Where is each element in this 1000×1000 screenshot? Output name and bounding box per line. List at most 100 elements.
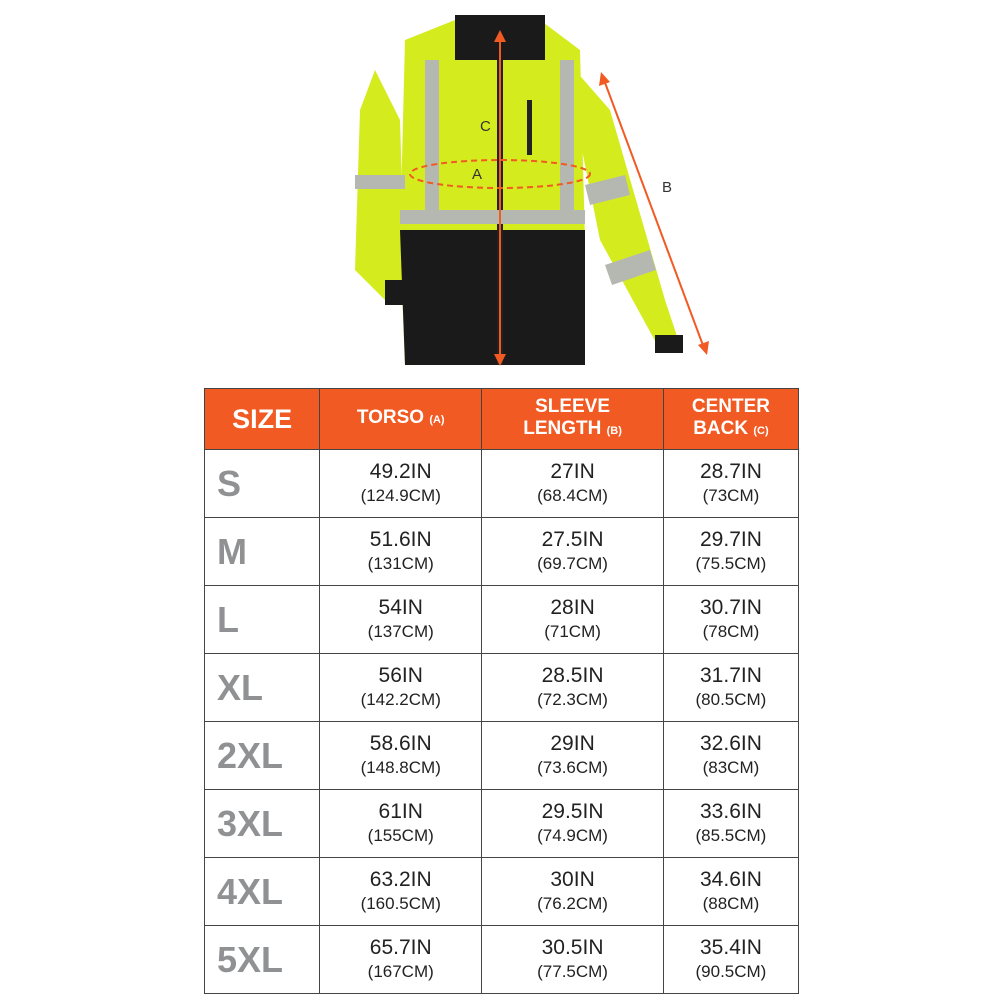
size-cell: L [203,585,321,654]
sleeve-cm: (76.2CM) [537,893,608,913]
back-inches: 30.7IN [700,595,762,619]
sleeve-cm: (69.7CM) [537,553,608,573]
size-chart-table: SIZE TORSO (A) SLEEVE LENGTH (B) CENTER … [203,388,800,994]
torso-cm: (137CM) [367,621,434,641]
table-row: XL 56IN (142.2CM) 28.5IN (72.3CM) 31.7IN (80.5… [203,653,800,722]
arrowhead [599,72,610,86]
torso-inches: 65.7IN [369,935,432,959]
torso-cell: 65.7IN (167CM) [319,925,483,994]
back-cm: (85.5CM) [695,825,767,845]
back-inches: 33.6IN [700,799,762,823]
size-cell: 2XL [203,721,321,790]
sleeve-cm: (68.4CM) [537,485,608,505]
back-cell: 29.7IN (75.5CM) [662,517,800,586]
jacket-right-sleeve [575,70,680,350]
header-sub: (B) [606,425,622,437]
torso-cm: (124.9CM) [360,485,441,505]
sleeve-cell: 29.5IN (74.9CM) [481,789,664,858]
reflective-stripe [425,60,439,210]
sleeve-cell: 30IN (76.2CM) [481,857,664,926]
torso-cm: (167CM) [367,961,434,981]
jacket-bottom-panel [400,230,585,365]
sleeve-cell: 27IN (68.4CM) [481,449,664,518]
sleeve-cm: (71CM) [544,621,601,641]
torso-inches: 56IN [378,663,423,687]
header-size: SIZE [203,388,321,450]
torso-cm: (142.2CM) [360,689,441,709]
sleeve-inches: 29.5IN [541,799,604,823]
back-inches: 32.6IN [700,731,762,755]
table-row: 4XL 63.2IN (160.5CM) 30IN (76.2CM) 34.6IN (88C… [203,857,800,926]
torso-inches: 51.6IN [369,527,432,551]
sleeve-cell: 29IN (73.6CM) [481,721,664,790]
torso-cell: 58.6IN (148.8CM) [319,721,483,790]
reflective-stripe [400,210,585,224]
torso-cm: (131CM) [367,553,434,573]
label-b: B [662,179,673,196]
back-cm: (80.5CM) [695,689,767,709]
torso-cell: 49.2IN (124.9CM) [319,449,483,518]
torso-inches: 61IN [378,799,423,823]
sleeve-inches: 30IN [550,867,595,891]
header-row: SIZE TORSO (A) SLEEVE LENGTH (B) CENTER … [203,388,800,450]
back-inches: 29.7IN [700,527,762,551]
torso-inches: 58.6IN [369,731,432,755]
torso-inches: 49.2IN [369,459,432,483]
table-row: 3XL 61IN (155CM) 29.5IN (74.9CM) 33.6IN (85.5C… [203,789,800,858]
label-a: A [472,166,483,183]
header-label: CENTER BACK [691,396,770,439]
sleeve-inches: 28.5IN [541,663,604,687]
back-inches: 35.4IN [700,935,762,959]
torso-inches: 63.2IN [369,867,432,891]
torso-cm: (148.8CM) [360,757,441,777]
back-cell: 30.7IN (78CM) [662,585,800,654]
arrowhead [494,30,506,42]
sleeve-inches: 27.5IN [541,527,604,551]
sleeve-cm: (72.3CM) [537,689,608,709]
back-cm: (73CM) [702,485,760,505]
sleeve-inches: 29IN [550,731,595,755]
torso-cell: 61IN (155CM) [319,789,483,858]
back-cell: 34.6IN (88CM) [662,857,800,926]
sleeve-cell: 28IN (71CM) [481,585,664,654]
sleeve-cell: 27.5IN (69.7CM) [481,517,664,586]
size-cell: XL [203,653,321,722]
header-sub: (C) [753,425,769,437]
chest-pocket-zipper [527,100,532,155]
label-c: C [480,118,491,135]
back-cell: 32.6IN (83CM) [662,721,800,790]
jacket-measurement-diagram [355,15,709,366]
sleeve-cell: 30.5IN (77.5CM) [481,925,664,994]
back-inches: 31.7IN [700,663,762,687]
reflective-stripe [605,250,656,285]
table-row: L 54IN (137CM) 28IN (71CM) 30.7IN (78CM) [203,585,800,654]
header-sub: (A) [429,414,445,426]
torso-cell: 56IN (142.2CM) [319,653,483,722]
torso-cm: (155CM) [367,825,434,845]
size-cell: 3XL [203,789,321,858]
torso-cell: 54IN (137CM) [319,585,483,654]
header-label: SIZE [232,404,293,434]
back-cm: (75.5CM) [695,553,767,573]
back-inches: 34.6IN [700,867,762,891]
torso-cell: 51.6IN (131CM) [319,517,483,586]
table-row: 2XL 58.6IN (148.8CM) 29IN (73.6CM) 32.6IN (83C… [203,721,800,790]
size-cell: 4XL [203,857,321,926]
table-row: M 51.6IN (131CM) 27.5IN (69.7CM) 29.7IN (75.5C… [203,517,800,586]
sleeve-cm: (77.5CM) [537,961,608,981]
sleeve-inches: 28IN [550,595,595,619]
sleeve-length-arrow [603,79,705,349]
sleeve-cm: (74.9CM) [537,825,608,845]
torso-cm: (160.5CM) [360,893,441,913]
back-cell: 28.7IN (73CM) [662,449,800,518]
back-inches: 28.7IN [700,459,762,483]
back-cm: (90.5CM) [695,961,767,981]
sleeve-cell: 28.5IN (72.3CM) [481,653,664,722]
size-cell: S [203,449,321,518]
table-row: S 49.2IN (124.9CM) 27IN (68.4CM) 28.7IN (73CM) [203,449,800,518]
sleeve-inches: 27IN [550,459,595,483]
back-cm: (83CM) [702,757,760,777]
header-label: SLEEVE LENGTH [523,396,611,439]
size-cell: M [203,517,321,586]
torso-cell: 63.2IN (160.5CM) [319,857,483,926]
